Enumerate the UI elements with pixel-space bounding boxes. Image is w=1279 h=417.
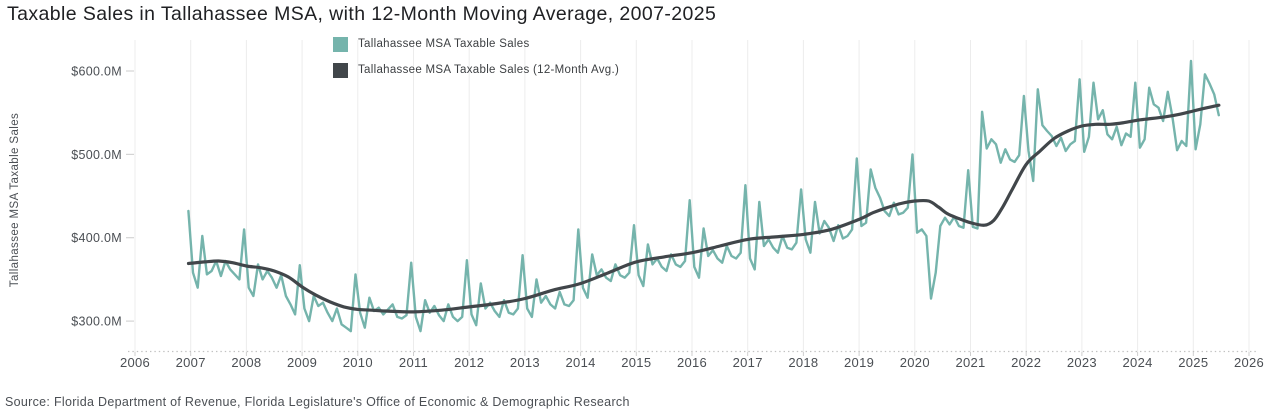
x-tick-label: 2018: [788, 355, 818, 370]
x-tick-label: 2009: [287, 355, 317, 370]
legend-item-moving-average[interactable]: Tallahassee MSA Taxable Sales (12-Month …: [333, 62, 619, 78]
x-tick-label: 2012: [454, 355, 484, 370]
y-tick-label: $300.0M: [71, 315, 122, 329]
x-tick-label: 2021: [955, 355, 985, 370]
x-tick-label: 2020: [900, 355, 930, 370]
series-taxable-sales-line: [187, 59, 1220, 333]
legend-label: Tallahassee MSA Taxable Sales (12-Month …: [358, 64, 620, 76]
x-tick-label: 2008: [231, 355, 261, 370]
legend-item-taxable-sales[interactable]: Tallahassee MSA Taxable Sales: [333, 36, 619, 52]
legend-label: Tallahassee MSA Taxable Sales: [358, 38, 530, 50]
x-tick-label: 2026: [1234, 355, 1264, 370]
chart-title: Taxable Sales in Tallahassee MSA, with 1…: [7, 3, 717, 25]
x-tick-label: 2006: [120, 355, 150, 370]
x-tick-label: 2023: [1067, 355, 1097, 370]
legend-swatch-taxable-sales: [333, 36, 348, 52]
source-attribution: Source: Florida Department of Revenue, F…: [5, 395, 630, 409]
x-tick-label: 2010: [343, 355, 373, 370]
y-axis-title: Tallahassee MSA Taxable Sales: [9, 112, 21, 288]
y-tick-label: $400.0M: [71, 231, 122, 245]
y-tick-label: $600.0M: [71, 65, 122, 79]
x-tick-label: 2013: [510, 355, 540, 370]
x-tick-label: 2015: [621, 355, 651, 370]
legend: Tallahassee MSA Taxable Sales Tallahasse…: [333, 36, 619, 88]
x-tick-label: 2025: [1178, 355, 1208, 370]
x-tick-label: 2016: [677, 355, 707, 370]
x-tick-label: 2019: [844, 355, 874, 370]
x-tick-label: 2007: [176, 355, 206, 370]
series-moving-average-line: [186, 103, 1221, 314]
x-tick-label: 2011: [399, 355, 428, 370]
legend-swatch-moving-average: [333, 62, 348, 78]
x-tick-label: 2024: [1123, 355, 1153, 370]
x-tick-label: 2022: [1011, 355, 1041, 370]
x-tick-label: 2017: [733, 355, 763, 370]
x-tick-label: 2014: [566, 355, 596, 370]
y-tick-label: $500.0M: [71, 148, 122, 162]
